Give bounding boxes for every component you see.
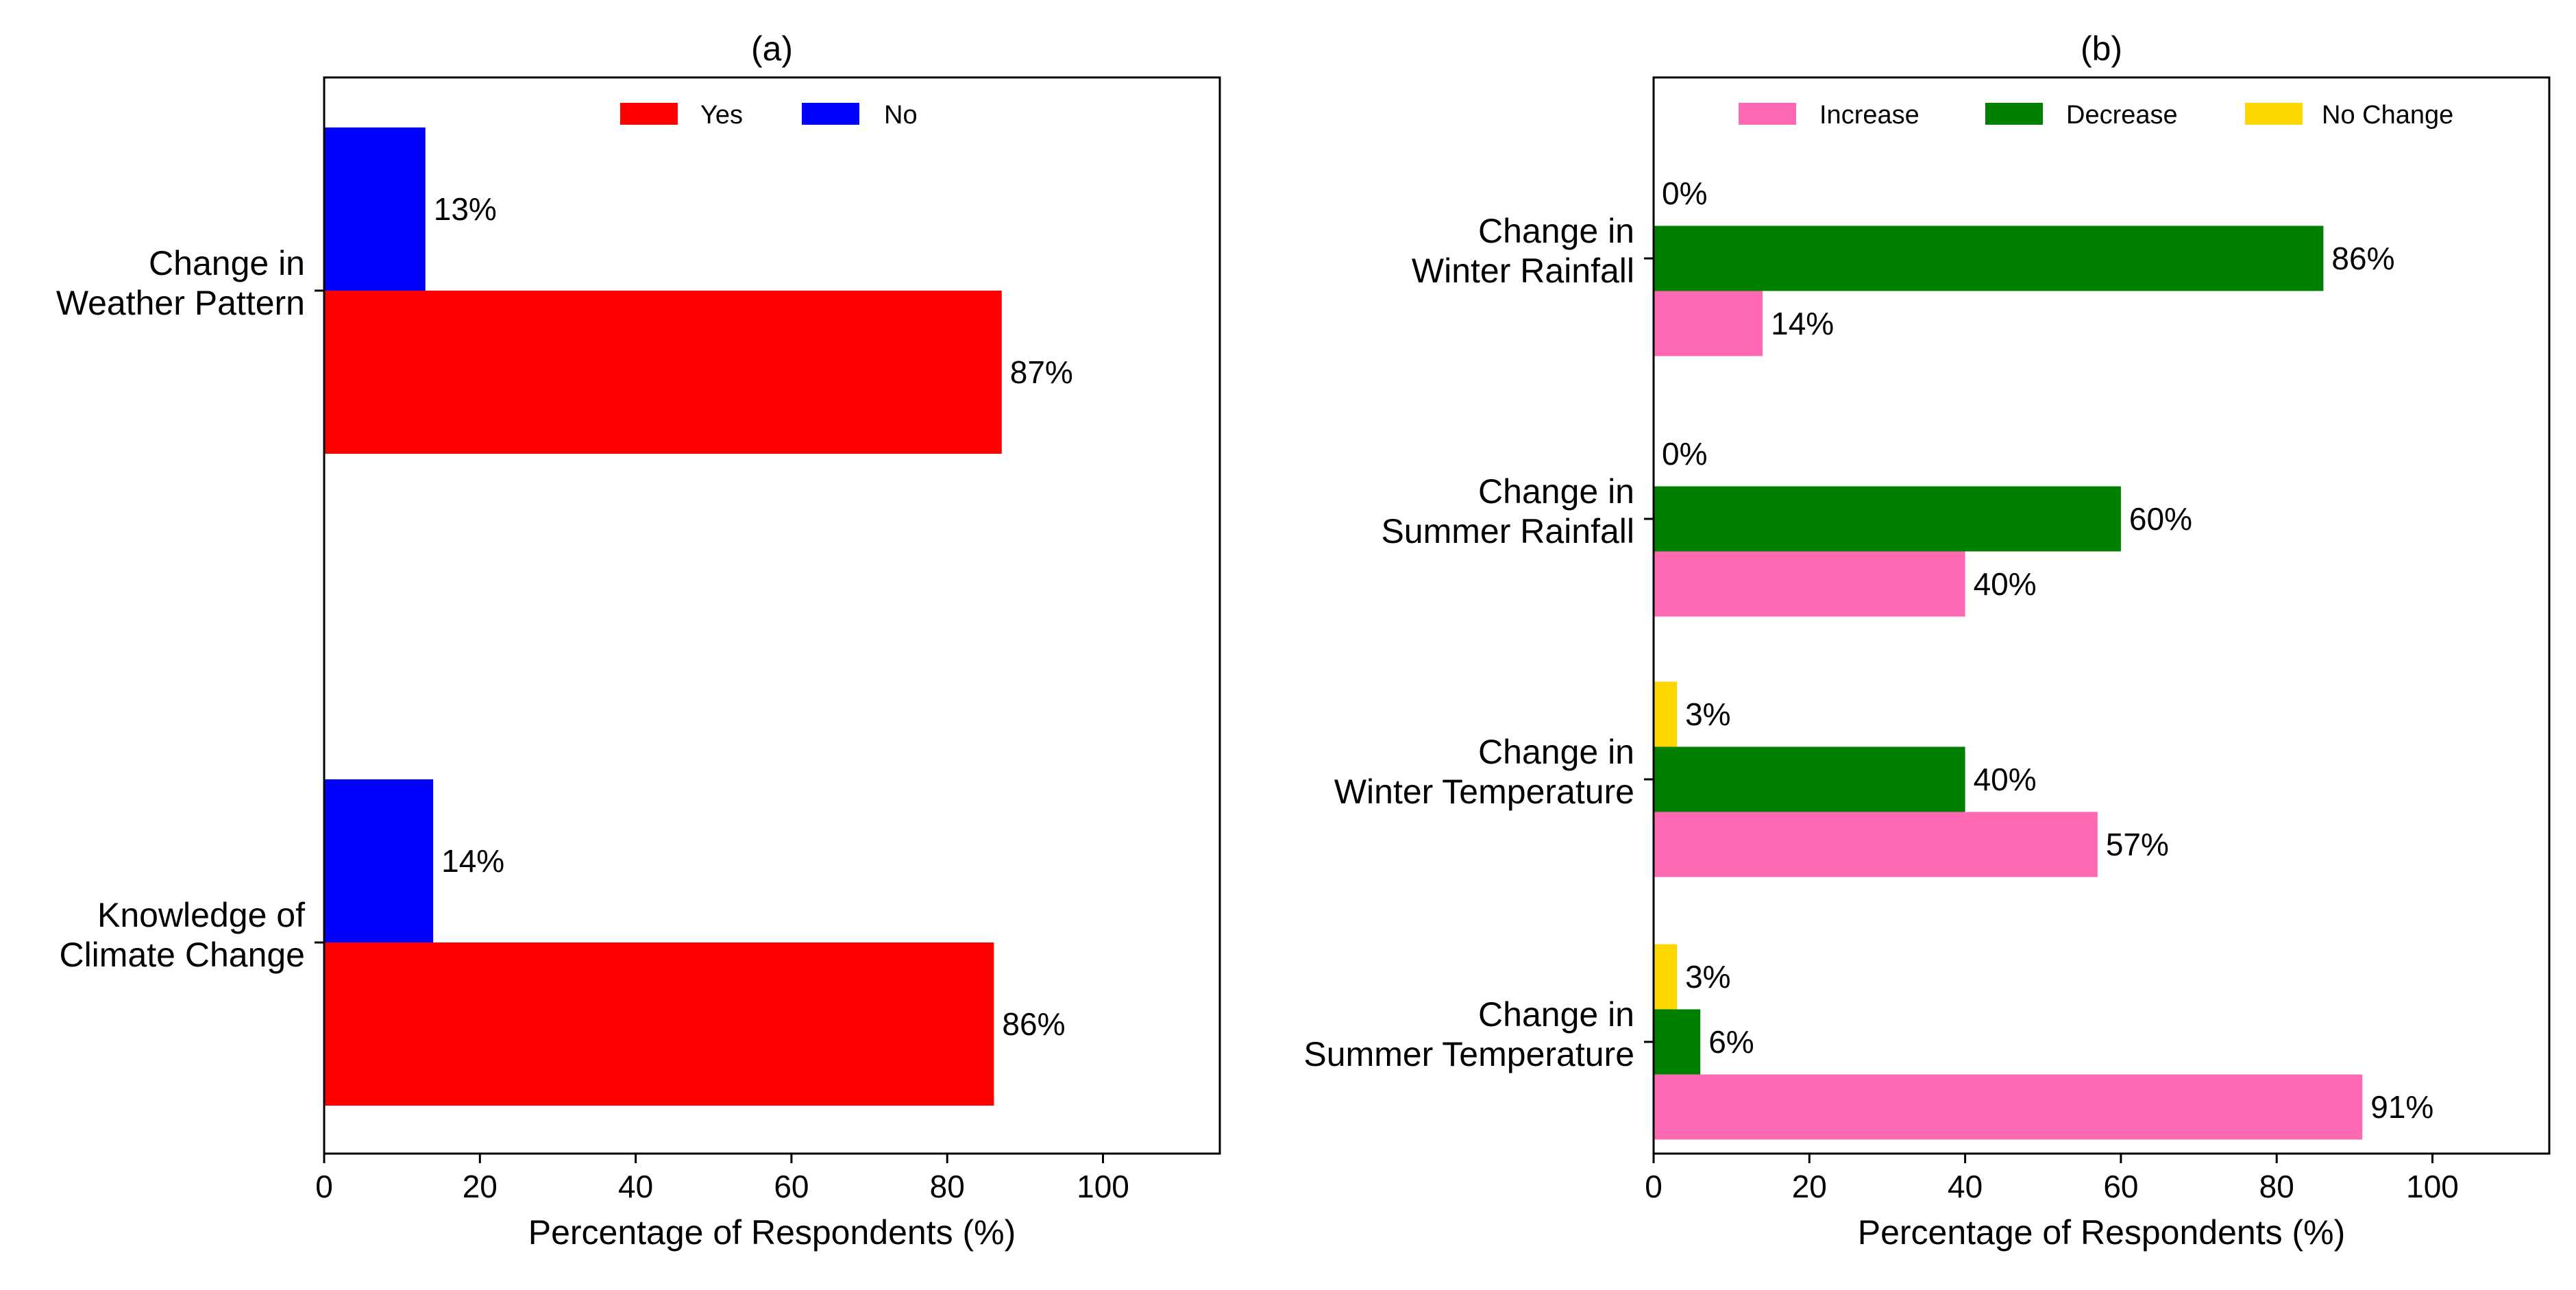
bar-no <box>324 779 434 942</box>
data-label: 57% <box>2106 827 2169 862</box>
category-label: Weather Pattern <box>56 284 305 322</box>
legend-label: No Change <box>2322 101 2453 130</box>
chart-title: (b) <box>2081 29 2122 68</box>
category-label: Change in <box>149 244 305 282</box>
x-tick-label: 80 <box>2259 1169 2294 1204</box>
chart-title: (a) <box>751 29 793 68</box>
data-label: 91% <box>2370 1089 2433 1125</box>
bar-increase <box>1654 1074 2363 1140</box>
x-tick-label: 80 <box>930 1169 965 1204</box>
data-label: 60% <box>2129 501 2192 537</box>
data-label: 13% <box>434 191 497 227</box>
data-label: 3% <box>1685 696 1730 732</box>
bar-increase <box>1654 551 1965 617</box>
legend-label: Decrease <box>2066 101 2178 130</box>
bar-decrease <box>1654 486 2121 552</box>
legend-swatch <box>802 103 859 125</box>
data-label: 40% <box>1974 762 2037 797</box>
data-label: 0% <box>1662 175 1707 211</box>
data-label: 87% <box>1010 354 1073 390</box>
category-label: Knowledge of <box>97 896 305 934</box>
category-label: Summer Temperature <box>1303 1035 1634 1073</box>
bar-no <box>324 127 426 291</box>
x-tick-label: 40 <box>618 1169 653 1204</box>
bar-increase <box>1654 291 1763 356</box>
plot-frame <box>1652 76 2551 1155</box>
bar-decrease <box>1654 1009 1701 1075</box>
data-label: 40% <box>1974 566 2037 602</box>
legend-label: Increase <box>1819 101 1919 130</box>
legend-swatch <box>1739 103 1796 125</box>
category-label: Change in <box>1478 472 1634 511</box>
data-label: 0% <box>1662 436 1707 472</box>
x-axis-label: Percentage of Respondents (%) <box>528 1213 1016 1252</box>
category-label: Change in <box>1478 995 1634 1034</box>
bar-yes <box>324 942 994 1106</box>
category-label: Change in <box>1478 733 1634 771</box>
legend-swatch <box>1985 103 2043 125</box>
bar-decrease <box>1654 746 1965 812</box>
bar-decrease <box>1654 226 2324 291</box>
data-label: 86% <box>1002 1006 1065 1042</box>
x-tick-label: 0 <box>315 1169 333 1204</box>
x-axis-label: Percentage of Respondents (%) <box>1858 1213 2346 1252</box>
category-label: Winter Temperature <box>1334 772 1634 811</box>
legend-label: Yes <box>700 101 743 130</box>
data-label: 14% <box>441 843 504 879</box>
x-tick-label: 20 <box>1792 1169 1827 1204</box>
category-label: Winter Rainfall <box>1412 252 1634 290</box>
bar-increase <box>1654 812 2098 877</box>
bar-no-change <box>1654 944 1678 1010</box>
category-label: Change in <box>1478 212 1634 250</box>
data-label: 3% <box>1685 959 1730 995</box>
x-tick-label: 60 <box>774 1169 809 1204</box>
x-tick-label: 100 <box>1077 1169 1129 1204</box>
x-tick-label: 0 <box>1645 1169 1663 1204</box>
x-tick-label: 100 <box>2406 1169 2459 1204</box>
data-label: 6% <box>1708 1024 1754 1060</box>
data-label: 86% <box>2331 241 2394 276</box>
data-label: 14% <box>1771 306 1834 341</box>
bar-no-change <box>1654 681 1678 747</box>
legend-swatch <box>620 103 678 125</box>
category-label: Climate Change <box>59 936 305 974</box>
legend-label: No <box>884 101 918 130</box>
plot-frame <box>323 76 1221 1155</box>
x-tick-label: 40 <box>1948 1169 1983 1204</box>
x-tick-label: 20 <box>463 1169 498 1204</box>
legend-swatch <box>2245 103 2303 125</box>
bar-yes <box>324 291 1002 454</box>
x-tick-label: 60 <box>2103 1169 2138 1204</box>
category-label: Summer Rainfall <box>1381 512 1634 550</box>
